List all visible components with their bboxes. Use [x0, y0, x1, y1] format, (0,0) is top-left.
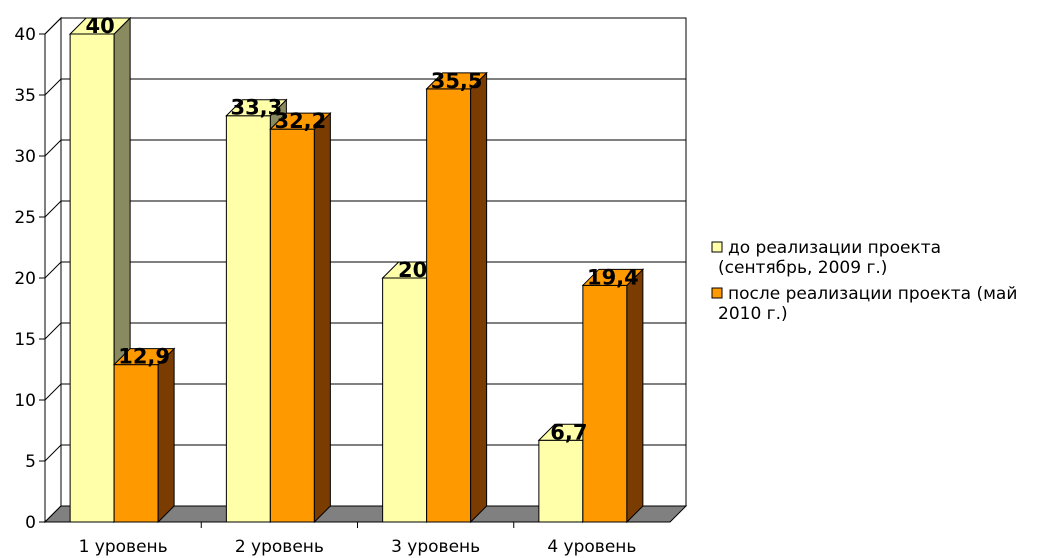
gridline-side: [44, 383, 62, 401]
gridline-side: [44, 444, 62, 462]
chart-axes: 0 5 10 15 20 25 30 35 40 1 уровень 2 уровень 3 уров…: [14, 16, 688, 557]
data-label: 32,2: [274, 109, 326, 133]
bar: [425, 71, 488, 524]
y-tick-label: 5: [25, 452, 36, 472]
bar-side: [626, 268, 644, 524]
gridline-side: [44, 261, 62, 279]
legend-label: (сентябрь, 2009 г.): [718, 258, 887, 278]
legend-swatch: [711, 241, 723, 253]
y-tick-label: 40: [14, 25, 36, 45]
bar-front: [426, 88, 472, 523]
gridline-side: [44, 139, 62, 157]
y-tick-label: 10: [14, 391, 36, 411]
bar-front: [225, 115, 271, 523]
y-tick-label: 0: [25, 513, 36, 533]
x-category-label: 3 уровень: [391, 537, 480, 557]
data-label: 6,7: [550, 420, 587, 444]
y-tick-label: 35: [14, 86, 36, 106]
bar-front: [269, 128, 315, 523]
bar: [112, 347, 176, 524]
bar-top: [225, 99, 288, 117]
bar-top: [112, 348, 176, 366]
x-category-label: 2 уровень: [235, 537, 324, 557]
chart-data-labels: 40 12,9 33,332,2 20 35,5 6,7 19,4: [86, 14, 639, 444]
data-label: 12,9: [118, 345, 170, 369]
legend-swatch: [711, 287, 723, 299]
bar-top: [581, 268, 645, 286]
bar: [269, 111, 332, 524]
chart-legend: до реализации проекта(сентябрь, 2009 г.)…: [711, 238, 1017, 324]
legend-item: до реализации проекта(сентябрь, 2009 г.): [711, 238, 941, 278]
bar-top: [269, 112, 332, 130]
legend-label: до реализации проекта: [728, 238, 941, 258]
bar-top: [425, 72, 488, 90]
bar-front: [382, 277, 428, 523]
x-category-label: 1 уровень: [79, 537, 168, 557]
data-label: 19,4: [587, 265, 639, 289]
y-tick-label: 20: [14, 269, 36, 289]
bar-front: [538, 439, 584, 523]
data-label: 35,5: [431, 69, 483, 93]
bar-top: [68, 17, 132, 35]
bar-front: [113, 364, 159, 523]
bar-side: [470, 71, 488, 524]
legend-label: 2010 г.): [718, 304, 788, 324]
data-label: 20: [398, 258, 427, 282]
data-label: 33,3: [230, 96, 282, 120]
bar-side: [313, 111, 331, 524]
gridline-side: [44, 322, 62, 340]
bar: [581, 268, 645, 524]
chart-bars: [68, 16, 645, 524]
legend-label: после реализации проекта (май: [728, 284, 1017, 304]
y-tick-label: 25: [14, 208, 36, 228]
gridline-side: [44, 78, 62, 96]
bar-side: [157, 347, 175, 524]
y-tick-label: 15: [14, 330, 36, 350]
bar-front: [582, 284, 628, 523]
x-category-label: 4 уровень: [547, 537, 636, 557]
data-label: 40: [86, 14, 115, 38]
y-tick-label: 30: [14, 147, 36, 167]
bar-front: [69, 33, 115, 523]
gridline-side: [44, 200, 62, 218]
